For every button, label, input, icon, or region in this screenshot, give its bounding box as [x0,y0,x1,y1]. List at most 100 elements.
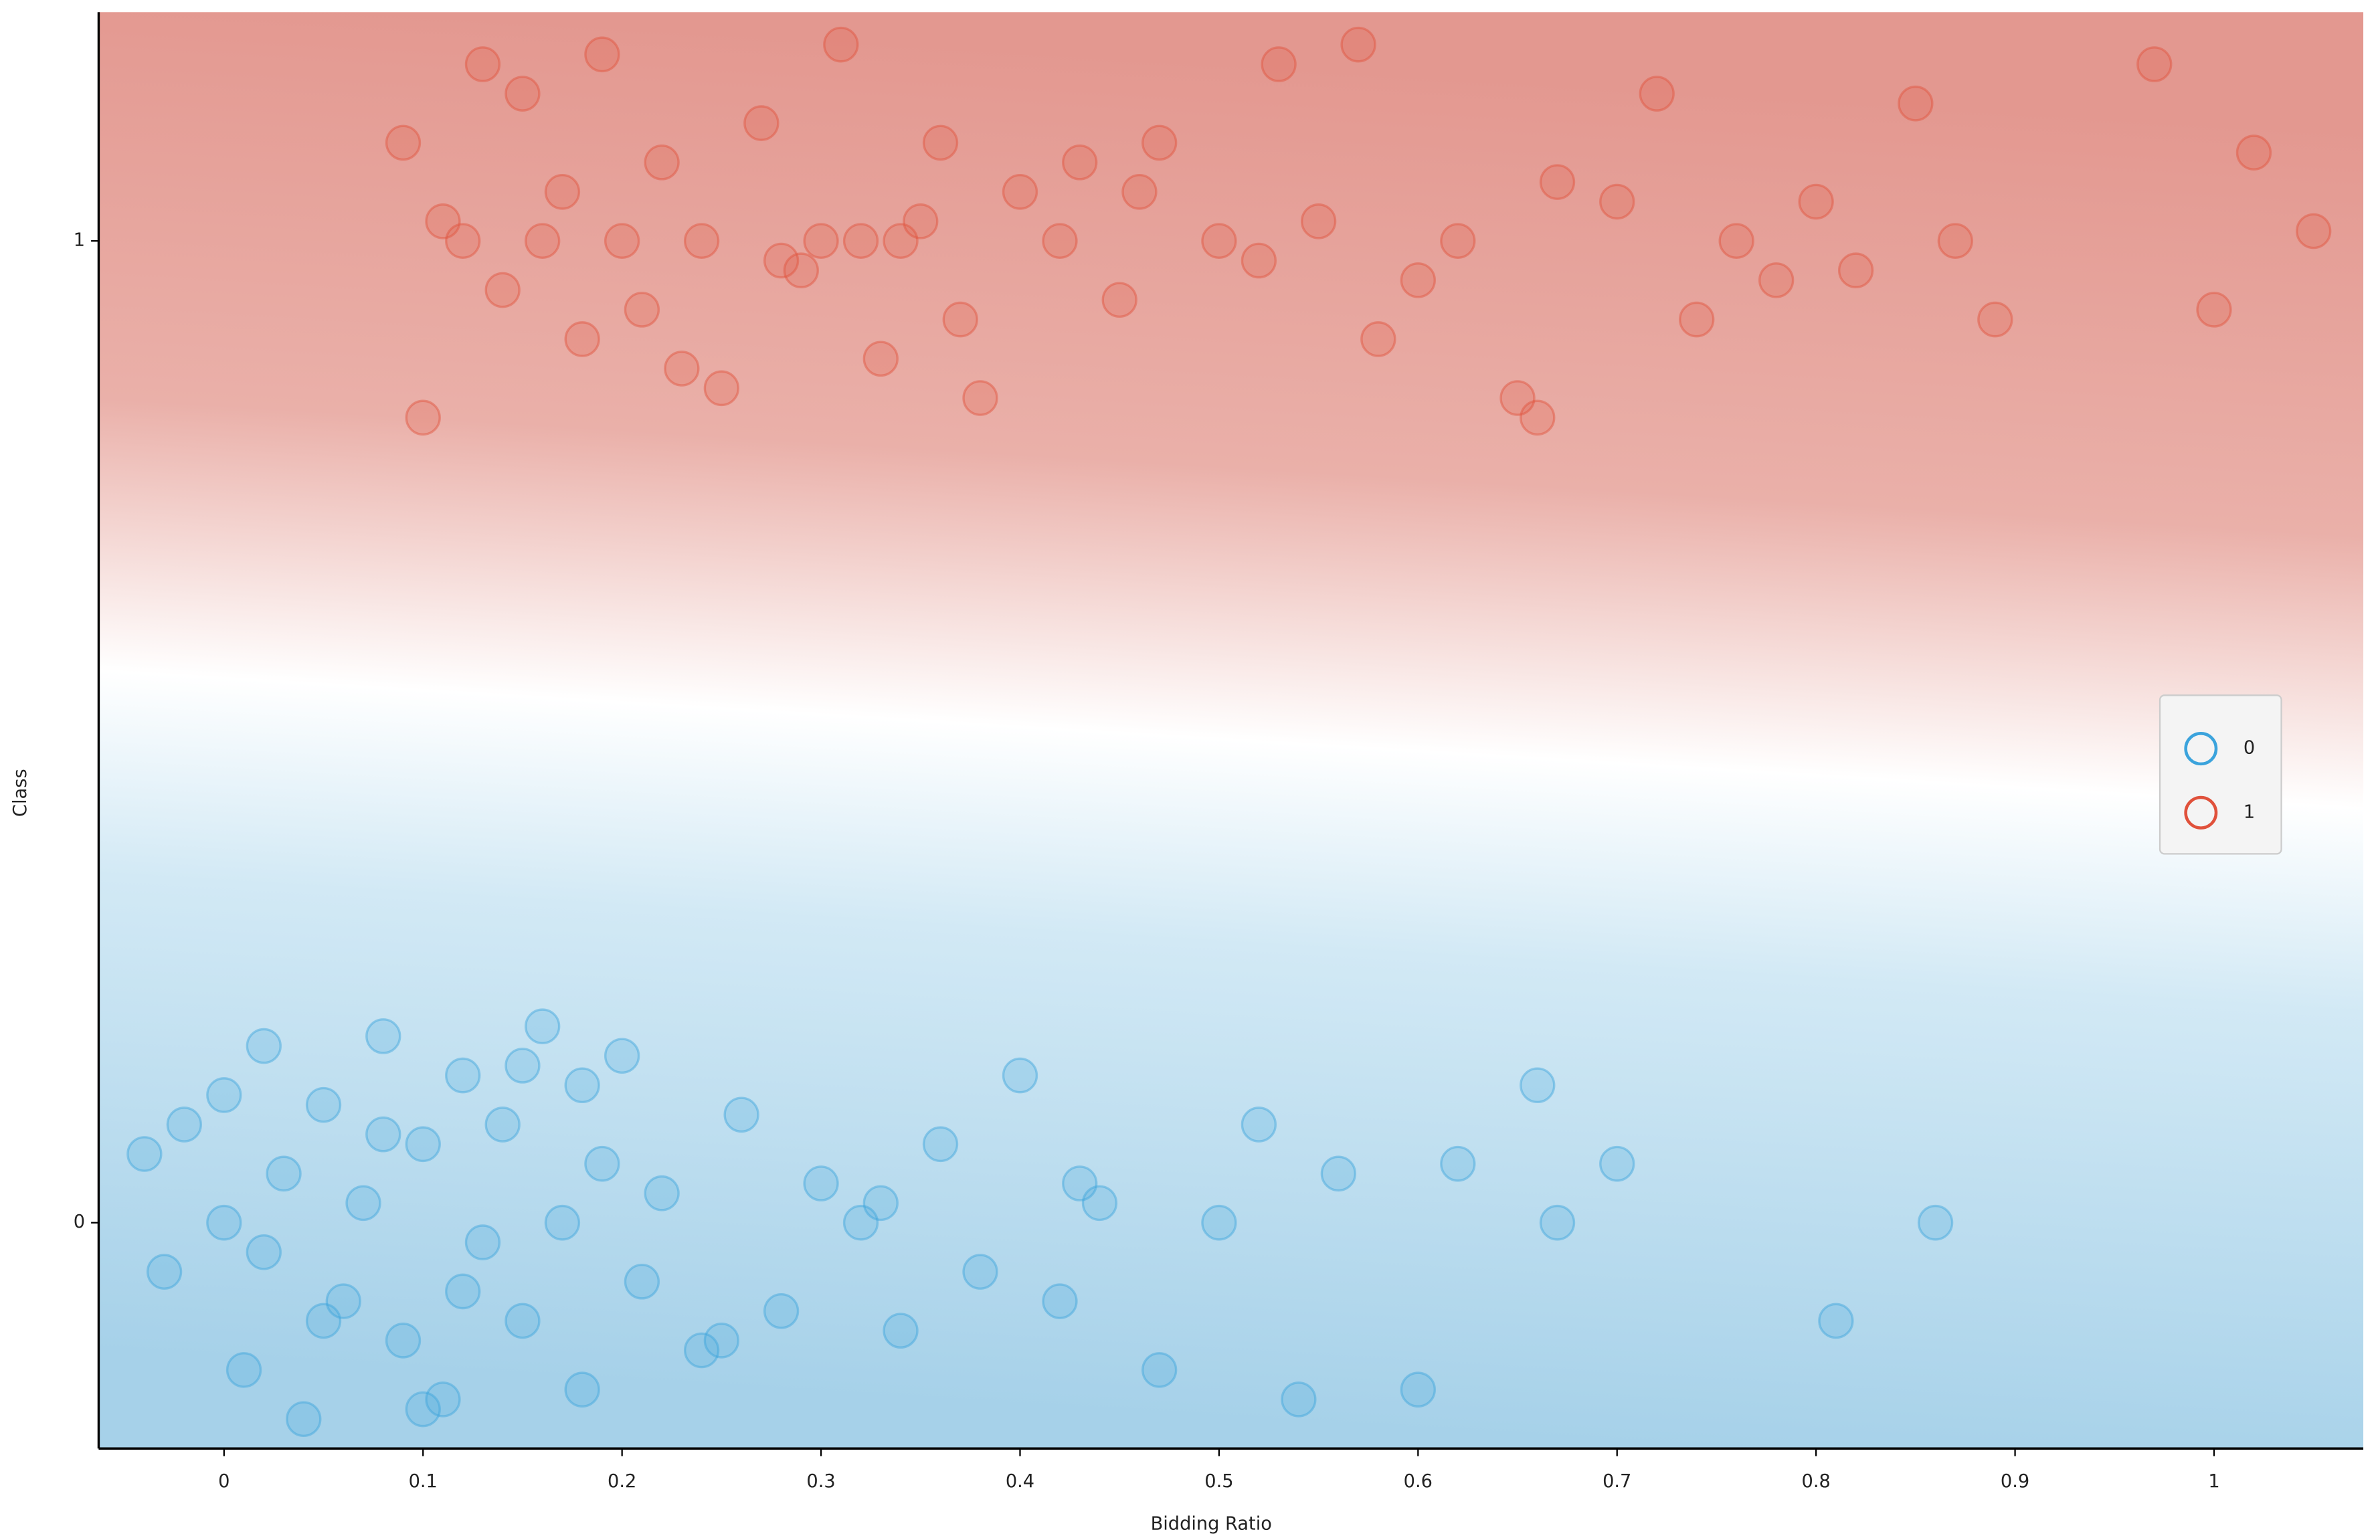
point [1241,1106,1277,1143]
point [305,1303,342,1339]
point [1898,85,1934,122]
point [962,1254,998,1290]
point [505,76,541,112]
point [1340,26,1376,63]
point [1718,223,1754,259]
point [425,1381,461,1418]
point [624,1263,660,1300]
point [644,1175,680,1212]
point [962,380,998,416]
point [1141,1352,1178,1388]
point [246,1234,282,1270]
point [1201,223,1237,259]
point [1837,252,1874,288]
point [544,1204,581,1241]
point [425,203,461,239]
point [365,1018,401,1054]
point [743,105,780,141]
point [584,1145,620,1182]
point [1281,1381,1317,1418]
legend: 01 [2159,694,2282,855]
point [1520,399,1556,436]
x-tick-label: 0.4 [1006,1471,1034,1492]
point [1679,301,1715,338]
point [883,223,919,259]
point [842,1204,879,1241]
point [703,1323,740,1359]
point [505,1303,541,1339]
point [246,1028,282,1064]
point [803,1165,839,1201]
point [305,1086,342,1123]
point [763,242,800,279]
point [1042,223,1078,259]
point [783,252,819,288]
point [464,46,501,82]
point [405,1391,441,1428]
points [126,26,2332,1438]
x-tick-label: 0.1 [409,1471,438,1492]
point [1599,1145,1635,1182]
legend-label: 0 [2244,738,2255,759]
legend-label: 1 [2244,801,2255,822]
point [1499,380,1536,416]
x-tick-label: 0 [218,1471,230,1492]
point [1440,223,1476,259]
point [564,1371,600,1408]
point [405,1126,441,1163]
point [842,223,879,259]
point [1937,223,1973,259]
point [1101,282,1137,318]
point [1241,242,1277,279]
point [445,223,481,259]
point [1002,174,1038,210]
point [2296,213,2332,250]
point [126,1136,163,1172]
point [2196,292,2232,328]
point [823,26,859,63]
point [903,203,939,239]
point [484,272,521,308]
x-tick-label: 0.8 [1802,1471,1831,1492]
point [1818,1303,1854,1339]
point [942,301,978,338]
point [1798,183,1834,220]
y-tick-label: 0 [74,1212,85,1232]
point [544,174,581,210]
x-tick-label: 0.7 [1603,1471,1631,1492]
point [525,223,561,259]
point [286,1401,322,1438]
point [1440,1145,1476,1182]
point [564,1067,600,1104]
point [525,1008,561,1044]
x-tick-label: 0.2 [608,1471,636,1492]
point [862,341,899,377]
plot-background [98,12,2364,1449]
y-axis-title: Class [10,769,31,817]
point [862,1185,899,1222]
point [1360,321,1396,357]
point [146,1254,183,1290]
point [763,1293,800,1329]
point [624,292,660,328]
point [464,1224,501,1260]
point [225,1352,262,1388]
y-tick-label: 1 [74,230,85,251]
legend-marker [2184,795,2218,830]
point [1599,183,1635,220]
point [922,1126,959,1163]
point [1639,76,1675,112]
point [1002,1057,1038,1094]
point [2136,46,2173,82]
point [1320,1155,1357,1192]
point [1977,301,2013,338]
point [1300,203,1337,239]
point [266,1155,302,1192]
point [922,124,959,161]
point [803,223,839,259]
point [1141,124,1178,161]
legend-box [2159,694,2282,855]
point [206,1077,242,1113]
